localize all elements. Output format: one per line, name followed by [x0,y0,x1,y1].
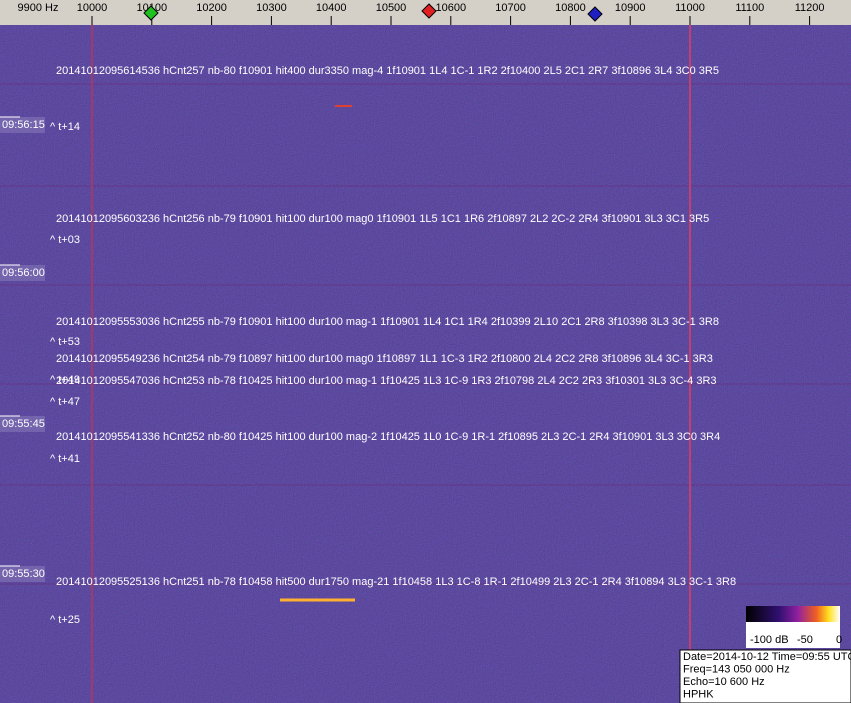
frequency-label: 10300 [256,2,287,14]
time-label: 09:56:15 [2,119,45,131]
detection-text: 20141012095603236 hCnt256 nb-79 f10901 h… [56,213,709,225]
detection-age: ^ t+47 [50,396,80,408]
colorbar [746,606,840,622]
info-box [679,649,851,703]
detection-text: 20141012095525136 hCnt251 nb-78 f10458 h… [56,576,736,588]
time-label-box [0,265,45,281]
detection-text: 20141012095553036 hCnt255 nb-79 f10901 h… [56,316,719,328]
time-label-box [0,566,45,582]
detection-age: ^ t+41 [50,453,80,465]
frequency-label: 9900 Hz [18,2,59,14]
frequency-label: 10900 [615,2,646,14]
colorbar-label: 0 [836,634,842,646]
time-label: 09:55:45 [2,418,45,430]
time-label: 09:55:30 [2,568,45,580]
info-line: Echo=10 600 Hz [683,676,765,688]
marker-blue[interactable] [587,6,603,22]
detection-age: ^ t+25 [50,614,80,626]
horizontal-lines [0,83,851,585]
detection-text: 20141012095541336 hCnt252 nb-80 f10425 h… [56,431,720,443]
waterfall-noise [0,25,851,703]
colorbar-label: -50 [797,634,813,646]
detection-age: ^ t+03 [50,234,80,246]
info-line: Date=2014-10-12 Time=09:55 UTC [683,651,851,663]
frequency-label: 10000 [77,2,108,14]
detection-age: ^ t+53 [50,336,80,348]
frequency-label: 10400 [316,2,347,14]
detection-text: 20141012095549236 hCnt254 nb-79 f10897 h… [56,353,713,365]
annotations: 09:56:15 09:56:00 09:55:45 09:55:30 20141012… [0,65,736,626]
marker-red[interactable] [421,3,437,19]
marker-green[interactable] [143,5,159,21]
frequency-label: 11100 [735,2,764,14]
frequency-label: 10600 [436,2,467,14]
detection-age: ^ t+49 [50,374,80,386]
frequency-label: 10500 [376,2,407,14]
time-label-box [0,416,45,432]
info-line: HPHK [683,688,714,700]
colorbar-label: -100 dB [750,634,789,646]
time-label-box [0,117,45,133]
detection-text: 20141012095614536 hCnt257 nb-80 f10901 h… [56,65,719,77]
frequency-label: 10700 [495,2,526,14]
detection-text: 20141012095547036 hCnt253 nb-78 f10425 h… [56,375,717,387]
frequency-ticks: 9900 Hz100001010010200103001040010500106… [18,2,825,25]
detection-age: ^ t+14 [50,121,80,133]
time-label: 09:56:00 [2,267,45,279]
frequency-label: 10200 [196,2,227,14]
colorbar-scale [746,622,840,648]
frequency-label: 11200 [795,2,825,14]
frequency-label: 10800 [555,2,586,14]
info-line: Freq=143 050 000 Hz [683,663,790,675]
frequency-label: 11000 [675,2,705,14]
